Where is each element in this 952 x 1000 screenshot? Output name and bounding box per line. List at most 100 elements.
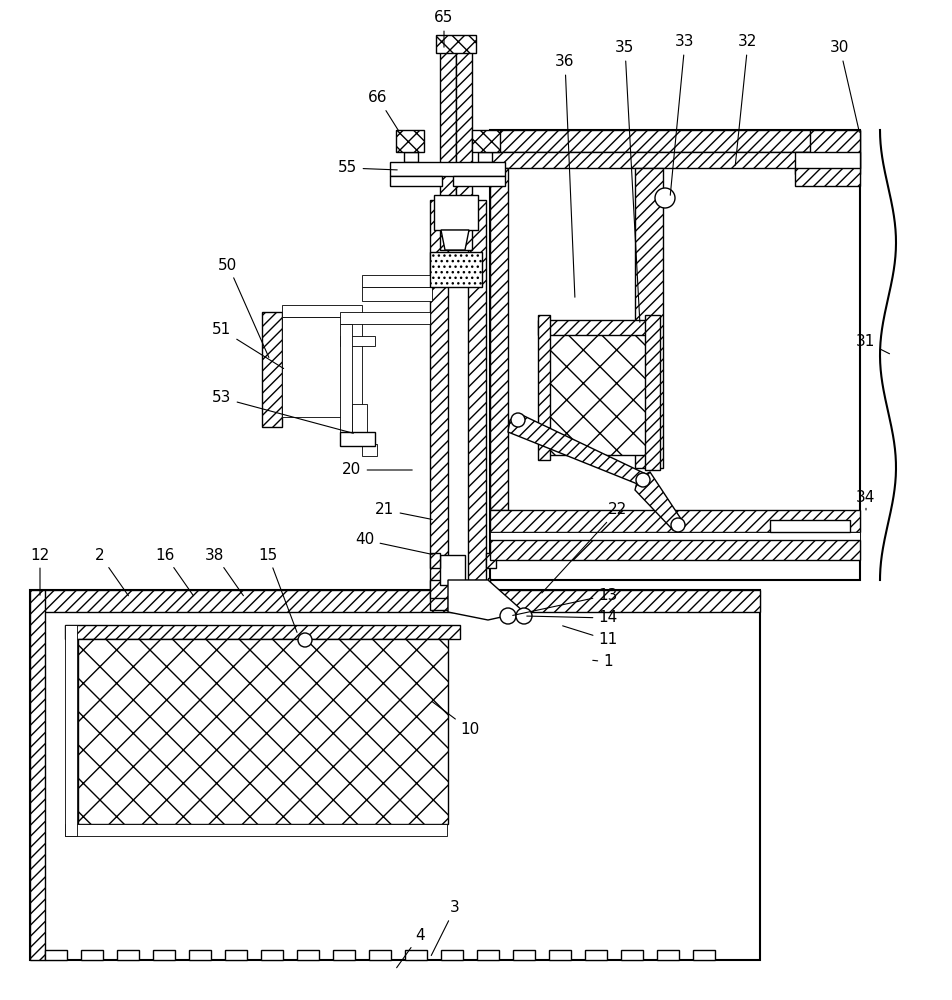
Polygon shape — [447, 580, 524, 620]
Bar — [512, 950, 534, 960]
Text: 36: 36 — [555, 54, 574, 297]
Bar — [81, 950, 103, 960]
Bar — [489, 540, 859, 560]
Bar — [538, 315, 549, 460]
Bar — [340, 312, 429, 324]
Bar — [340, 336, 374, 346]
Bar — [188, 950, 210, 960]
Bar — [404, 152, 418, 162]
Circle shape — [298, 633, 311, 647]
Bar — [489, 130, 859, 152]
Bar — [65, 625, 460, 639]
Text: 40: 40 — [355, 532, 432, 554]
Bar — [809, 130, 859, 168]
Bar — [440, 555, 465, 585]
Bar — [429, 553, 440, 568]
Bar — [405, 950, 426, 960]
Text: 3: 3 — [431, 900, 460, 956]
Bar — [447, 200, 467, 610]
Text: 21: 21 — [375, 502, 432, 519]
Bar — [478, 152, 491, 162]
Bar — [368, 950, 390, 960]
Text: 35: 35 — [615, 40, 639, 322]
Bar — [656, 950, 678, 960]
Bar — [78, 639, 447, 824]
Bar — [436, 35, 475, 53]
Bar — [429, 598, 487, 610]
Bar — [362, 444, 377, 456]
Text: 2: 2 — [95, 548, 129, 596]
Bar — [452, 176, 505, 186]
Polygon shape — [441, 230, 468, 250]
Text: 31: 31 — [856, 334, 888, 354]
Bar — [389, 162, 505, 176]
Bar — [332, 950, 355, 960]
Bar — [794, 168, 859, 186]
Circle shape — [635, 473, 649, 487]
Text: 34: 34 — [856, 490, 875, 510]
Bar — [351, 404, 367, 444]
Circle shape — [654, 188, 674, 208]
Bar — [467, 200, 486, 610]
Bar — [433, 195, 478, 230]
Bar — [389, 176, 442, 186]
Bar — [634, 168, 663, 468]
Bar — [489, 168, 507, 510]
Bar — [489, 152, 859, 168]
Text: 20: 20 — [342, 462, 412, 478]
Circle shape — [515, 608, 531, 624]
Bar — [30, 590, 759, 612]
Text: 13: 13 — [512, 587, 617, 615]
Bar — [692, 950, 714, 960]
Text: 22: 22 — [542, 502, 627, 593]
Bar — [538, 320, 657, 335]
Bar — [117, 950, 139, 960]
Bar — [340, 324, 351, 444]
Bar — [621, 950, 643, 960]
Bar — [225, 950, 247, 960]
Bar — [396, 130, 424, 152]
Text: 1: 1 — [592, 654, 612, 670]
Text: 11: 11 — [562, 626, 617, 648]
Circle shape — [670, 518, 684, 532]
Circle shape — [510, 413, 525, 427]
Bar — [489, 130, 859, 580]
Bar — [440, 50, 455, 250]
Text: 14: 14 — [526, 610, 617, 626]
Bar — [429, 200, 447, 610]
Polygon shape — [507, 415, 647, 485]
Text: 65: 65 — [434, 10, 453, 47]
Bar — [340, 432, 374, 446]
Bar — [548, 950, 570, 960]
Bar — [65, 625, 77, 836]
Bar — [471, 130, 500, 152]
Bar — [262, 312, 282, 427]
Bar — [769, 520, 849, 532]
Bar — [487, 592, 489, 602]
Bar — [545, 325, 649, 455]
Bar — [489, 510, 859, 532]
Bar — [585, 950, 606, 960]
Bar — [477, 950, 499, 960]
Bar — [153, 950, 175, 960]
Text: 4: 4 — [396, 928, 425, 968]
Circle shape — [500, 608, 515, 624]
Bar — [794, 152, 859, 174]
Bar — [282, 317, 362, 417]
Text: 55: 55 — [338, 160, 397, 176]
Text: 15: 15 — [258, 548, 297, 632]
Bar — [429, 252, 482, 287]
Text: 32: 32 — [735, 34, 757, 165]
Bar — [429, 580, 487, 598]
Bar — [487, 578, 489, 592]
Bar — [440, 50, 471, 250]
Bar — [362, 275, 431, 287]
Bar — [645, 315, 660, 470]
Bar — [30, 590, 45, 960]
Text: 12: 12 — [30, 548, 50, 595]
Text: 10: 10 — [432, 702, 479, 738]
Bar — [362, 287, 431, 301]
Text: 50: 50 — [218, 257, 268, 357]
Text: 66: 66 — [367, 91, 398, 131]
Text: 38: 38 — [205, 548, 243, 596]
